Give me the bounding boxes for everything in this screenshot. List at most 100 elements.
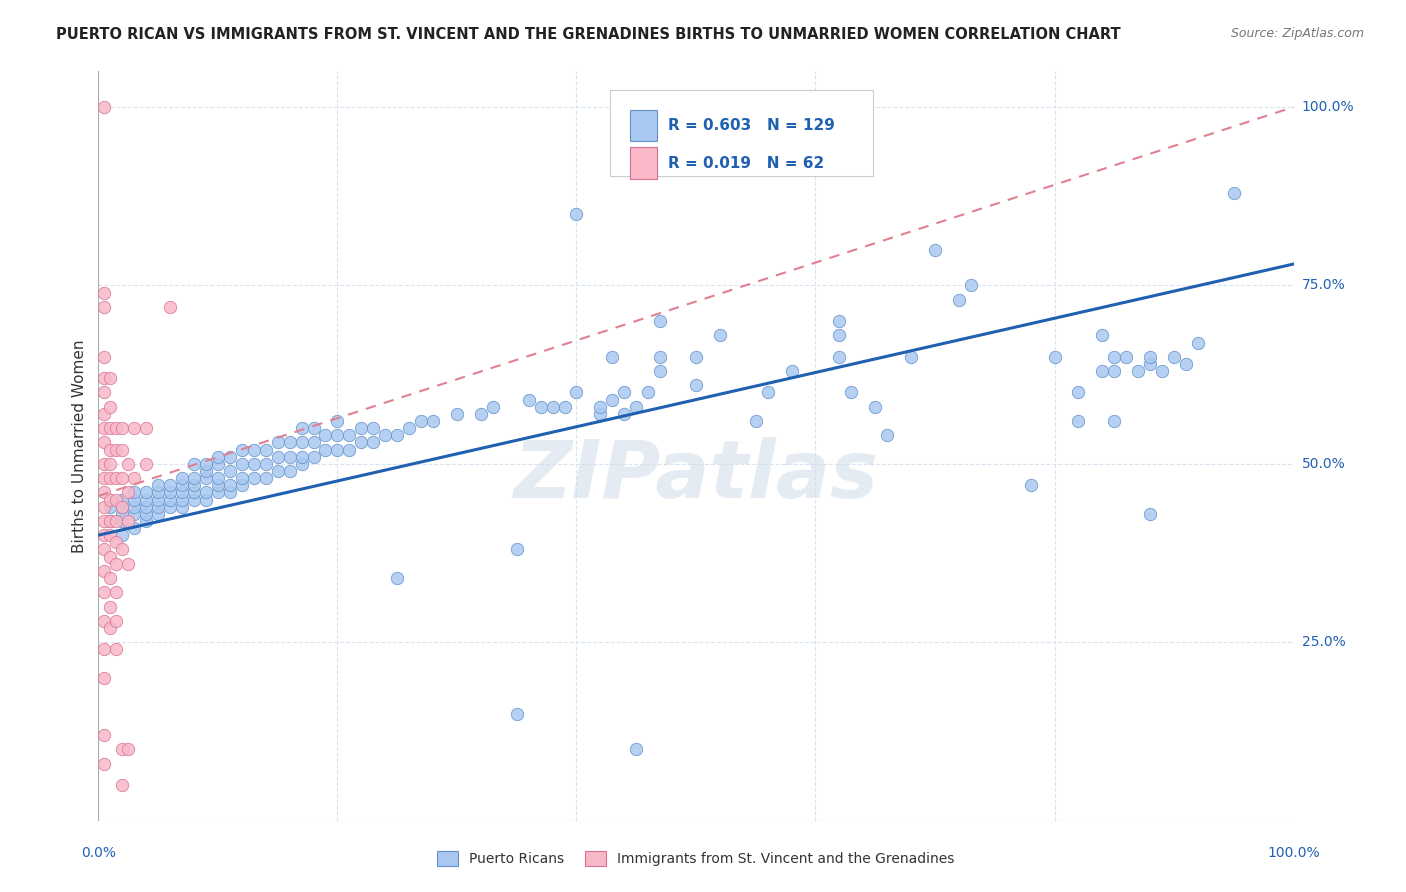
Point	[278, 464, 301, 478]
Point	[756, 385, 779, 400]
Point	[626, 742, 648, 756]
Point	[135, 507, 157, 521]
Point	[517, 392, 540, 407]
Point	[207, 457, 229, 471]
Point	[105, 421, 128, 435]
Point	[105, 514, 128, 528]
Point	[602, 350, 624, 364]
Point	[124, 471, 146, 485]
Point	[231, 471, 253, 485]
Point	[124, 492, 146, 507]
Point	[135, 500, 157, 514]
Point	[98, 400, 122, 414]
Point	[183, 485, 205, 500]
Point	[709, 328, 731, 343]
Point	[159, 300, 181, 314]
Point	[93, 471, 115, 485]
Point	[172, 471, 194, 485]
Point	[93, 728, 115, 742]
Point	[111, 442, 134, 457]
Point	[117, 514, 139, 528]
Point	[302, 421, 325, 435]
Point	[93, 671, 115, 685]
Point	[93, 371, 115, 385]
Point	[183, 471, 205, 485]
Point	[93, 421, 115, 435]
Point	[98, 599, 122, 614]
Point	[243, 457, 266, 471]
Point	[117, 742, 139, 756]
Point	[315, 442, 337, 457]
Point	[326, 414, 349, 428]
Point	[111, 507, 134, 521]
Point	[339, 442, 361, 457]
Point	[98, 514, 122, 528]
Point	[422, 414, 444, 428]
Point	[745, 414, 768, 428]
Point	[613, 385, 636, 400]
Point	[278, 450, 301, 464]
Point	[98, 471, 122, 485]
Point	[98, 571, 122, 585]
Point	[93, 585, 115, 599]
Point	[98, 549, 122, 564]
Point	[111, 528, 134, 542]
Point	[374, 428, 396, 442]
Point	[828, 314, 851, 328]
Point	[117, 457, 139, 471]
Point	[589, 407, 612, 421]
Point	[105, 585, 128, 599]
Point	[135, 457, 157, 471]
Point	[124, 521, 146, 535]
Point	[111, 471, 134, 485]
Point	[1104, 414, 1126, 428]
Point	[385, 428, 409, 442]
Point	[195, 457, 218, 471]
Point	[111, 542, 134, 557]
Point	[148, 507, 170, 521]
Point	[648, 364, 672, 378]
Point	[219, 478, 242, 492]
Point	[1139, 350, 1161, 364]
Point	[195, 471, 218, 485]
Point	[172, 500, 194, 514]
Point	[135, 492, 157, 507]
Point	[231, 457, 253, 471]
Point	[589, 400, 612, 414]
Point	[278, 435, 301, 450]
Point	[219, 450, 242, 464]
Point	[148, 500, 170, 514]
Text: Source: ZipAtlas.com: Source: ZipAtlas.com	[1230, 27, 1364, 40]
Point	[98, 457, 122, 471]
Point	[481, 400, 505, 414]
Text: 100.0%: 100.0%	[1302, 100, 1354, 114]
Point	[1115, 350, 1137, 364]
Point	[648, 350, 672, 364]
Point	[363, 421, 385, 435]
Point	[1067, 414, 1090, 428]
Point	[207, 485, 229, 500]
Point	[291, 457, 314, 471]
Point	[111, 500, 134, 514]
Point	[1067, 385, 1090, 400]
Point	[291, 435, 314, 450]
Text: 75.0%: 75.0%	[1302, 278, 1346, 293]
Point	[326, 428, 349, 442]
Point	[350, 435, 373, 450]
Point	[231, 478, 253, 492]
Point	[207, 450, 229, 464]
Point	[159, 500, 181, 514]
Point	[111, 421, 134, 435]
Point	[1104, 350, 1126, 364]
Point	[363, 435, 385, 450]
Point	[506, 706, 529, 721]
Point	[1091, 364, 1114, 378]
Point	[446, 407, 468, 421]
Point	[195, 464, 218, 478]
Point	[207, 471, 229, 485]
Point	[613, 407, 636, 421]
Point	[98, 514, 122, 528]
Point	[117, 485, 139, 500]
Point	[195, 485, 218, 500]
Point	[105, 614, 128, 628]
